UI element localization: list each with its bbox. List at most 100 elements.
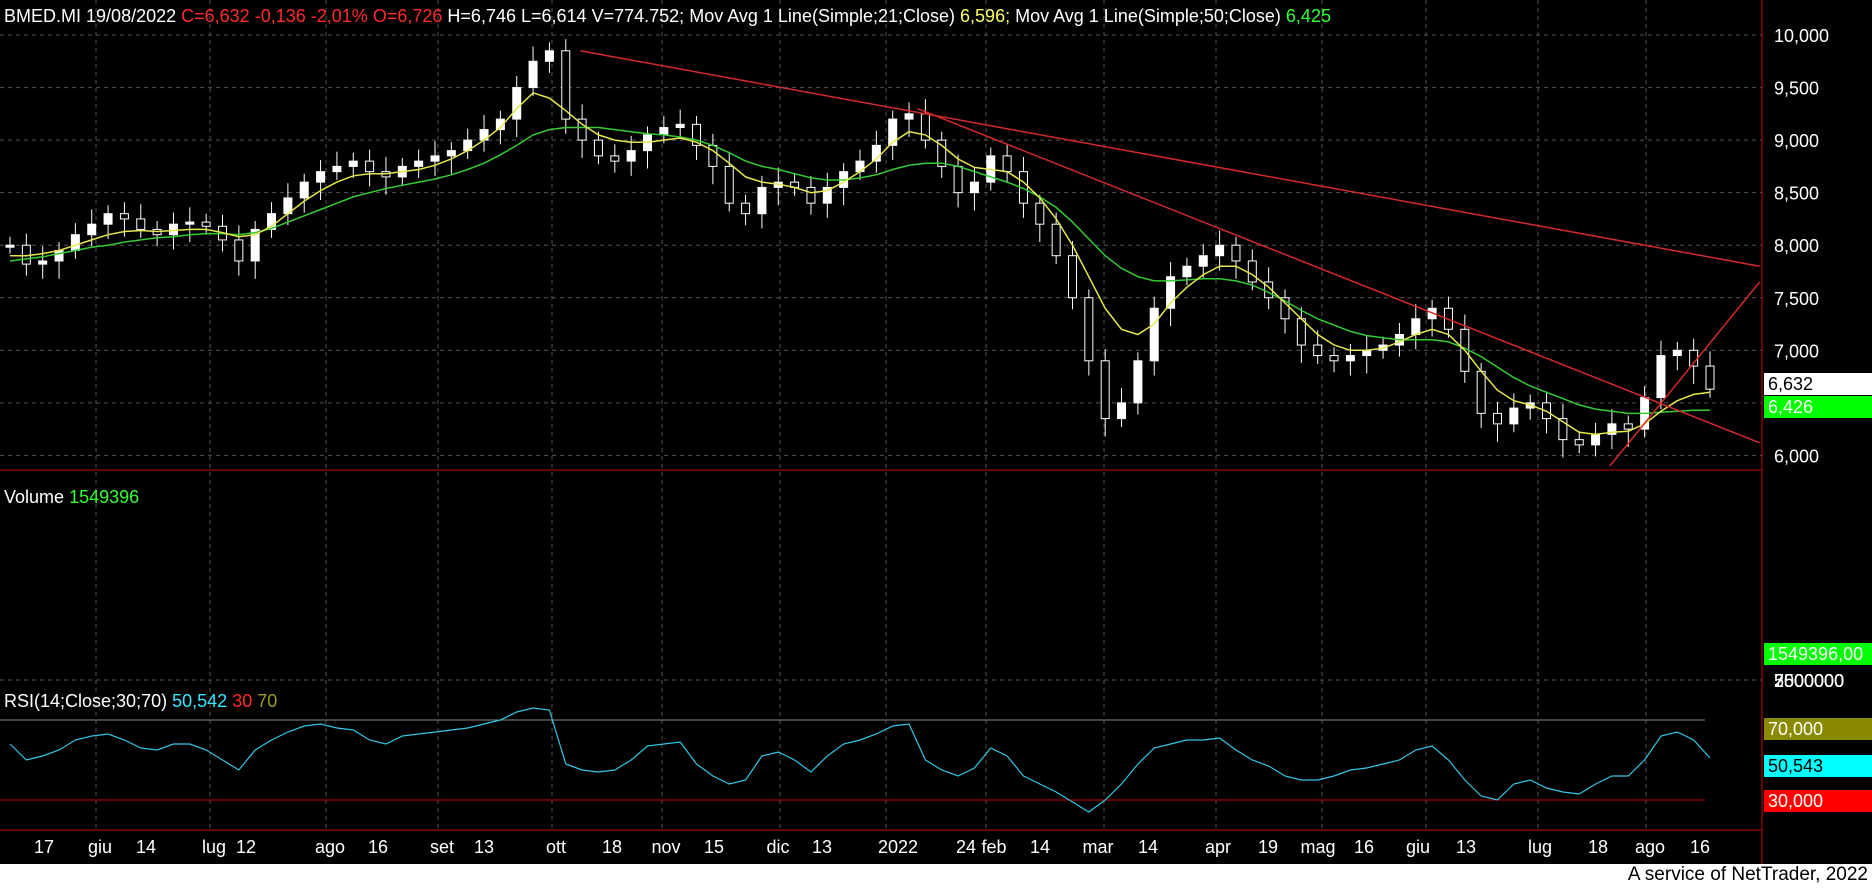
candle-body bbox=[1411, 318, 1421, 336]
rsi-value: 50,542 bbox=[172, 691, 228, 711]
candle-body bbox=[136, 218, 146, 230]
price-tick-label: 9,500 bbox=[1774, 79, 1819, 99]
candle-body bbox=[561, 50, 571, 120]
candle-body bbox=[692, 123, 702, 146]
rsi-high-badge: 70,000 bbox=[1764, 718, 1872, 740]
x-tick-label: 19 bbox=[1258, 837, 1278, 857]
candle-body bbox=[1672, 349, 1682, 357]
x-tick-label: ott bbox=[546, 837, 566, 857]
rsi-high: 70 bbox=[257, 691, 278, 711]
x-tick-label: ago bbox=[315, 837, 345, 857]
x-tick-label: 14 bbox=[1030, 837, 1050, 857]
ma21-line bbox=[10, 91, 1711, 436]
candle-body bbox=[1117, 402, 1127, 420]
x-tick-label: apr bbox=[1205, 837, 1231, 857]
candle-body bbox=[1345, 355, 1355, 362]
trendline-0 bbox=[580, 50, 1760, 267]
candle-body bbox=[201, 221, 211, 227]
rsi-low-badge: 30,000 bbox=[1764, 790, 1872, 812]
price-tick-label: 7,500 bbox=[1774, 289, 1819, 309]
close-price-badge: 6,632 bbox=[1764, 373, 1872, 395]
candle-body bbox=[1623, 423, 1633, 430]
chart-header: BMED.MI 19/08/2022 C=6,632 -0,136 -2,01%… bbox=[4, 6, 1331, 27]
candle-body bbox=[937, 139, 947, 167]
x-tick-label: 12 bbox=[236, 837, 256, 857]
candle-body bbox=[512, 87, 522, 120]
change-pct: -2,01% bbox=[310, 6, 368, 26]
candle-body bbox=[1182, 265, 1192, 278]
x-tick-label: dic bbox=[766, 837, 789, 857]
candle-body bbox=[528, 60, 538, 89]
candle-body bbox=[316, 171, 326, 183]
volume-badge: 1549396,00 bbox=[1764, 643, 1872, 665]
candle-body bbox=[1329, 355, 1339, 362]
candle-body bbox=[54, 249, 64, 262]
open-value: O=6,726 bbox=[372, 6, 443, 26]
candle-body bbox=[1051, 223, 1061, 257]
candle-body bbox=[757, 186, 767, 215]
candle-body bbox=[446, 150, 456, 157]
rsi-line bbox=[9, 707, 1711, 813]
candle-body bbox=[806, 186, 816, 204]
volume-tick-label: 7500000 bbox=[1774, 671, 1844, 691]
x-tick-label: 14 bbox=[1138, 837, 1158, 857]
candle-body bbox=[1362, 349, 1372, 357]
volume-tick-label: 2500000 bbox=[1774, 671, 1844, 691]
candle-body bbox=[544, 50, 554, 62]
trendline-2 bbox=[1609, 281, 1761, 467]
candle-body bbox=[1002, 155, 1012, 173]
candle-body bbox=[1215, 244, 1225, 257]
x-tick-label: lug bbox=[1528, 837, 1552, 857]
ma21-label: Mov Avg 1 Line(Simple;21;Close) bbox=[689, 6, 956, 26]
ma-price-badge: 6,426 bbox=[1764, 396, 1872, 418]
candle-body bbox=[430, 155, 440, 162]
candle-body bbox=[577, 118, 587, 141]
candle-body bbox=[888, 118, 898, 146]
candle-body bbox=[1166, 276, 1176, 309]
rsi-label: RSI(14;Close;30;70) bbox=[4, 691, 168, 711]
candle-body bbox=[414, 160, 424, 167]
x-tick-label: 13 bbox=[812, 837, 832, 857]
candle-body bbox=[348, 160, 358, 167]
candle-body bbox=[659, 127, 669, 136]
candle-body bbox=[1574, 439, 1584, 446]
candle-body bbox=[1035, 202, 1045, 225]
candle-body bbox=[119, 213, 129, 220]
candle-body bbox=[87, 223, 97, 236]
x-tick-label: 16 bbox=[1690, 837, 1710, 857]
candle-body bbox=[103, 213, 113, 225]
candle-body bbox=[1068, 255, 1077, 299]
candle-body bbox=[1493, 412, 1502, 425]
candle-body bbox=[1313, 344, 1323, 357]
candle-body bbox=[332, 165, 342, 173]
credit-text: A service of NetTrader, 2022 bbox=[1627, 864, 1868, 885]
candle-body bbox=[250, 228, 260, 262]
candle-body bbox=[904, 113, 914, 120]
x-tick-label: ago bbox=[1635, 837, 1665, 857]
candle-body bbox=[1558, 418, 1568, 441]
volume-label: Volume bbox=[4, 487, 65, 507]
candle-body bbox=[1476, 370, 1486, 414]
candle-body bbox=[1656, 355, 1666, 399]
candle-body bbox=[38, 260, 48, 265]
x-tick-label: mag bbox=[1300, 837, 1335, 857]
candle-body bbox=[969, 181, 979, 194]
candle-body bbox=[1100, 360, 1110, 420]
symbol: BMED.MI bbox=[4, 6, 82, 26]
candle-body bbox=[822, 186, 832, 204]
x-tick-label: 16 bbox=[368, 837, 388, 857]
rsi-low: 30 bbox=[232, 691, 253, 711]
price-tick-label: 7,000 bbox=[1774, 341, 1819, 361]
candle-body bbox=[299, 181, 309, 199]
x-tick-label: 2022 bbox=[878, 837, 918, 857]
price-tick-label: 8,000 bbox=[1774, 236, 1819, 256]
trendline-1 bbox=[917, 107, 1760, 444]
candle-body bbox=[1607, 423, 1617, 435]
price-tick-label: 6,000 bbox=[1774, 446, 1819, 466]
candle-body bbox=[675, 123, 685, 128]
candle-body bbox=[953, 165, 963, 194]
footer-strip bbox=[0, 864, 1872, 888]
price-tick-label: 10,000 bbox=[1774, 26, 1829, 46]
x-tick-label: mar bbox=[1083, 837, 1114, 857]
